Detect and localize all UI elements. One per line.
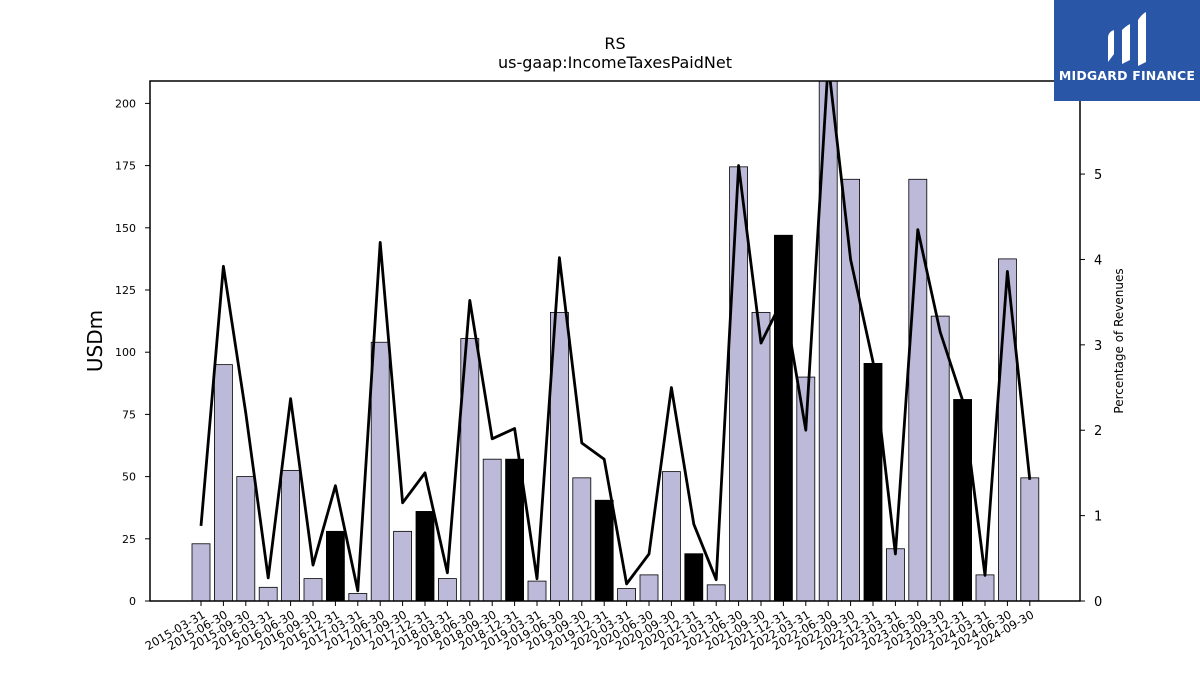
bar-2020-12-31 [684, 553, 704, 602]
bar-2016-06-30 [281, 469, 301, 602]
bar-2017-06-30 [370, 341, 390, 602]
plot-frame [149, 80, 1081, 602]
y-tick-label: 200 [115, 97, 136, 110]
y2-tick-label: 1 [1094, 510, 1102, 525]
y-tick-label: 0 [129, 595, 136, 608]
bar-2024-03-31 [975, 574, 995, 602]
y-tick-label: 75 [122, 408, 136, 421]
pct-revenue-line [199, 81, 1032, 593]
bar-2019-12-31 [594, 499, 614, 602]
y-tick-label: 25 [122, 533, 136, 546]
bar-2023-12-31 [953, 399, 972, 602]
bar-2021-09-30 [751, 311, 771, 602]
bar-2017-12-31 [415, 511, 435, 602]
y2-tick-label: 5 [1094, 168, 1102, 183]
bar-2024-06-30 [998, 258, 1017, 602]
bar-2017-09-30 [393, 530, 413, 602]
bar-2023-03-31 [886, 548, 905, 602]
chart-title: RS [604, 34, 625, 53]
bar-2024-09-30 [1020, 477, 1040, 602]
y-tick-label: 50 [122, 471, 136, 484]
brand-name: MIDGARD FINANCE [1058, 68, 1196, 83]
bar-2020-09-30 [662, 471, 681, 602]
bar-2022-09-30 [841, 178, 860, 602]
bar-2023-09-30 [930, 315, 950, 602]
y-tick-label: 150 [115, 222, 136, 235]
bar-2019-03-31 [527, 580, 547, 602]
bar-2018-09-30 [482, 458, 502, 602]
bar-2021-12-31 [774, 234, 793, 602]
bar-2022-12-31 [863, 362, 883, 602]
bar-2015-06-30 [213, 364, 233, 602]
bar-2018-12-31 [505, 458, 525, 602]
y2-tick-label: 0 [1094, 595, 1102, 610]
bar-2020-03-31 [617, 588, 636, 602]
y2-tick-label: 2 [1094, 424, 1102, 439]
bar-2018-03-31 [437, 578, 457, 602]
chart-subtitle: us-gaap:IncomeTaxesPaidNet [498, 53, 732, 72]
y2-tick-label: 4 [1094, 253, 1102, 268]
y-axis-label: USDm [83, 310, 107, 372]
bar-2021-03-31 [706, 584, 726, 602]
bar-2016-03-31 [258, 586, 278, 602]
axes-layer: 02550751001251501752000123452015-03-3120… [115, 80, 1102, 653]
bars-layer [191, 80, 1040, 602]
y-tick-label: 175 [115, 160, 136, 173]
y-tick-label: 125 [115, 284, 136, 297]
y-tick-label: 100 [115, 346, 136, 359]
bar-2021-06-30 [729, 166, 748, 602]
brand-logo: MIDGARD FINANCE [1054, 0, 1200, 101]
bar-2016-12-31 [325, 530, 345, 602]
bar-2016-09-30 [303, 578, 323, 602]
bar-2017-03-31 [348, 593, 368, 602]
y2-tick-label: 3 [1094, 339, 1102, 354]
bar-2015-09-30 [236, 476, 256, 602]
bar-2015-03-31 [191, 543, 211, 602]
bar-2020-06-30 [639, 574, 659, 602]
bar-2019-09-30 [572, 477, 592, 602]
y2-axis-label: Percentage of Revenues [1112, 268, 1126, 413]
brand-mark-icon [1108, 12, 1146, 66]
line-layer [199, 81, 1032, 593]
